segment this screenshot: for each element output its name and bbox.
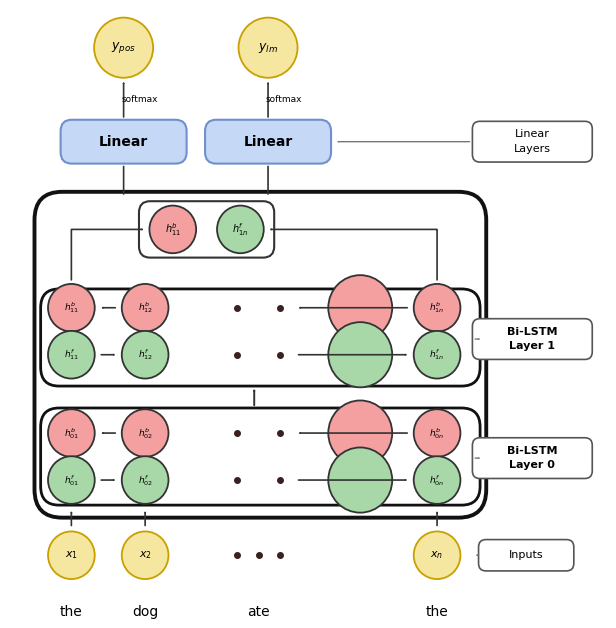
FancyBboxPatch shape [472, 318, 592, 359]
Circle shape [94, 18, 153, 78]
Text: $x_n$: $x_n$ [431, 550, 444, 561]
Circle shape [150, 205, 196, 253]
Circle shape [122, 531, 169, 579]
Text: Bi-LSTM: Bi-LSTM [507, 327, 557, 337]
Text: Linear: Linear [243, 134, 293, 149]
Circle shape [328, 401, 392, 465]
FancyBboxPatch shape [41, 408, 480, 505]
Text: the: the [60, 605, 83, 619]
Circle shape [48, 331, 95, 379]
Text: Linear: Linear [515, 129, 549, 139]
Circle shape [238, 18, 298, 78]
Text: $h_{01}^{f}$: $h_{01}^{f}$ [64, 473, 79, 487]
Text: $h_{01}^{b}$: $h_{01}^{b}$ [64, 426, 79, 440]
FancyBboxPatch shape [60, 120, 187, 164]
Circle shape [122, 409, 169, 457]
Text: $h_{1n}^{f}$: $h_{1n}^{f}$ [232, 221, 249, 238]
Text: $h_{1n}^{b}$: $h_{1n}^{b}$ [429, 300, 445, 315]
Circle shape [217, 205, 264, 253]
Text: Inputs: Inputs [509, 550, 543, 560]
Text: softmax: softmax [265, 95, 302, 104]
Text: $x_2$: $x_2$ [139, 550, 152, 561]
Circle shape [328, 275, 392, 340]
Text: Linear: Linear [99, 134, 148, 149]
Circle shape [48, 284, 95, 332]
Text: $h_{11}^{b}$: $h_{11}^{b}$ [164, 221, 181, 238]
Text: $h_{12}^{b}$: $h_{12}^{b}$ [137, 300, 153, 315]
Circle shape [414, 409, 460, 457]
Circle shape [328, 322, 392, 387]
Text: softmax: softmax [121, 95, 158, 104]
FancyBboxPatch shape [472, 438, 592, 479]
FancyBboxPatch shape [479, 539, 574, 571]
FancyBboxPatch shape [34, 192, 486, 517]
Text: Bi-LSTM: Bi-LSTM [507, 446, 557, 456]
Text: $h_{0n}^{f}$: $h_{0n}^{f}$ [429, 473, 445, 487]
Circle shape [414, 284, 460, 332]
FancyBboxPatch shape [139, 201, 274, 257]
Text: $h_{02}^{b}$: $h_{02}^{b}$ [137, 426, 153, 440]
Text: $h_{11}^{f}$: $h_{11}^{f}$ [64, 347, 79, 362]
Circle shape [122, 331, 169, 379]
Circle shape [414, 531, 460, 579]
Text: the: the [426, 605, 448, 619]
FancyBboxPatch shape [205, 120, 331, 164]
Text: $y_{pos}$: $y_{pos}$ [111, 40, 136, 55]
Text: $h_{1n}^{f}$: $h_{1n}^{f}$ [429, 347, 445, 362]
Text: $h_{0n}^{b}$: $h_{0n}^{b}$ [429, 426, 445, 440]
Text: Layer 1: Layer 1 [509, 342, 556, 352]
Text: $h_{12}^{f}$: $h_{12}^{f}$ [137, 347, 153, 362]
Circle shape [414, 331, 460, 379]
FancyBboxPatch shape [472, 121, 592, 162]
FancyBboxPatch shape [41, 289, 480, 386]
Circle shape [48, 531, 95, 579]
Text: $y_{lm}$: $y_{lm}$ [258, 41, 278, 55]
Circle shape [414, 456, 460, 504]
Circle shape [48, 409, 95, 457]
Text: $h_{02}^{f}$: $h_{02}^{f}$ [137, 473, 153, 487]
Text: Layer 0: Layer 0 [509, 460, 555, 470]
Circle shape [48, 456, 95, 504]
Text: $x_1$: $x_1$ [65, 550, 78, 561]
Text: Layers: Layers [514, 144, 551, 154]
Circle shape [122, 456, 169, 504]
Text: ate: ate [248, 605, 270, 619]
Text: dog: dog [132, 605, 158, 619]
Text: $h_{11}^{b}$: $h_{11}^{b}$ [64, 300, 79, 315]
Circle shape [122, 284, 169, 332]
Circle shape [328, 448, 392, 512]
